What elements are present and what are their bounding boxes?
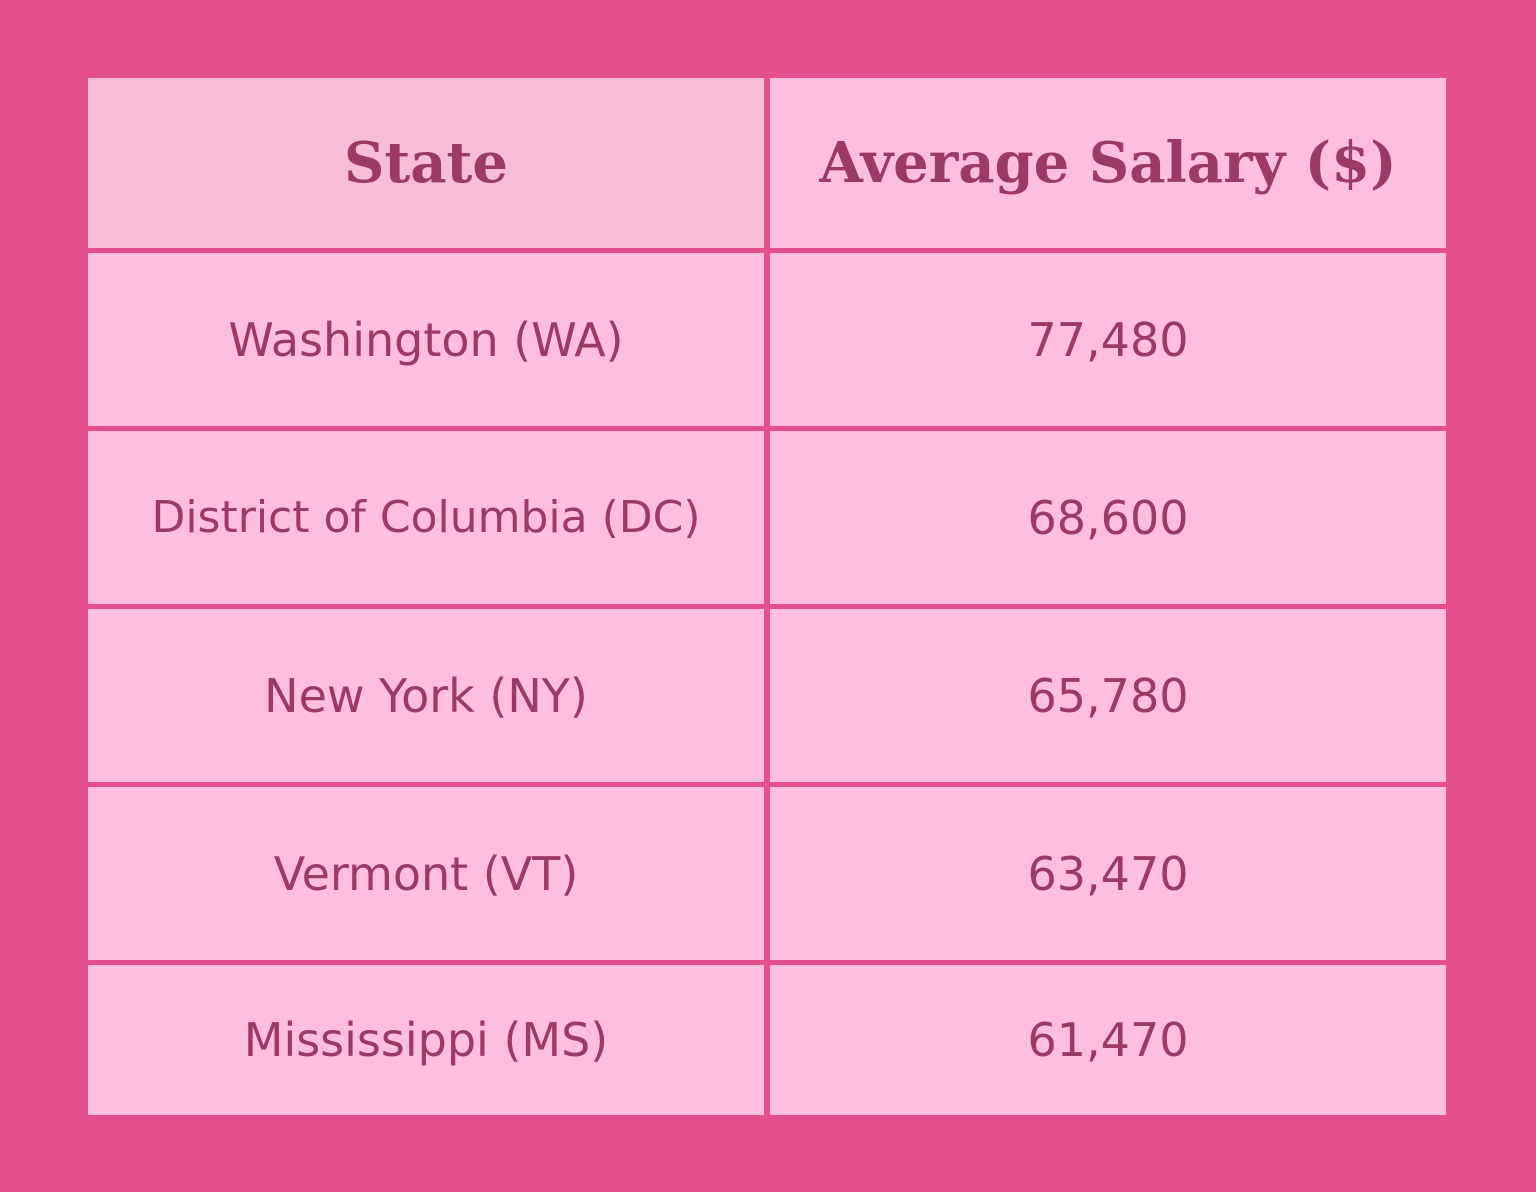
header-average-salary: Average Salary ($) bbox=[770, 78, 1446, 248]
salary-table: State Average Salary ($) Washington (WA)… bbox=[88, 78, 1448, 1116]
row-5-salary: 61,470 bbox=[770, 965, 1446, 1115]
header-state: State bbox=[88, 78, 764, 248]
row-4-state: Vermont (VT) bbox=[88, 787, 764, 960]
row-4-salary: 63,470 bbox=[770, 787, 1446, 960]
row-2-state: District of Columbia (DC) bbox=[88, 431, 764, 604]
row-2-salary: 68,600 bbox=[770, 431, 1446, 604]
row-1-state: Washington (WA) bbox=[88, 253, 764, 426]
row-1-salary: 77,480 bbox=[770, 253, 1446, 426]
row-5-state: Mississippi (MS) bbox=[88, 965, 764, 1115]
row-3-state: New York (NY) bbox=[88, 609, 764, 782]
row-3-salary: 65,780 bbox=[770, 609, 1446, 782]
